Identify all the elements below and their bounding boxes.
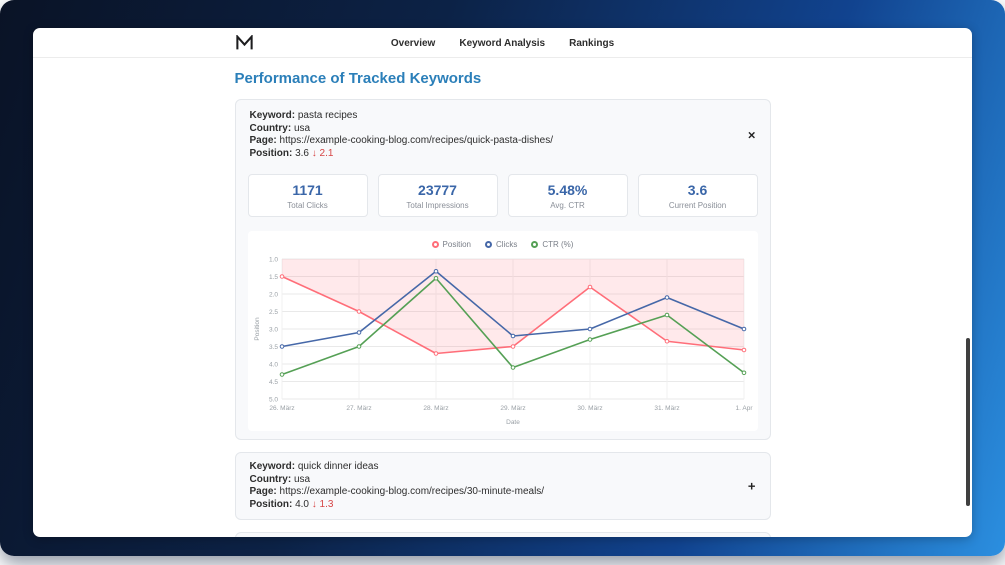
keyword-card-chocolate-cake-recipe: Keyword: chocolate cake recipe <box>234 532 771 537</box>
position-line: Position: 4.0 ↓ 1.3 <box>250 499 732 512</box>
svg-text:30. März: 30. März <box>577 405 602 412</box>
legend-item-clicks[interactable]: Clicks <box>485 240 517 249</box>
keyword-line: Keyword: pasta recipes <box>250 110 732 123</box>
collapse-card-button[interactable]: × <box>747 127 756 143</box>
legend-item-ctr[interactable]: CTR (%) <box>531 240 573 249</box>
position-line: Position: 3.6 ↓ 2.1 <box>250 148 732 161</box>
legend-item-position[interactable]: Position <box>431 239 471 249</box>
country-value: usa <box>293 122 311 134</box>
svg-text:28. März: 28. März <box>423 405 448 412</box>
legend-marker-icon <box>485 240 492 248</box>
svg-text:Position: Position <box>254 317 261 341</box>
nav-keyword-analysis[interactable]: Keyword Analysis <box>459 37 546 49</box>
country-line: Country: usa <box>250 474 732 487</box>
legend-label: CTR (%) <box>542 239 574 249</box>
keyword-line: Keyword: quick dinner ideas <box>250 461 732 474</box>
svg-text:3.0: 3.0 <box>268 326 277 333</box>
stat-total-clicks: 1171 Total Clicks <box>247 174 368 217</box>
keyword-info: Keyword: quick dinner ideas Country: usa… <box>248 459 758 513</box>
nav-overview[interactable]: Overview <box>390 37 436 49</box>
keyword-info: Keyword: pasta recipes Country: usa Page… <box>248 108 758 162</box>
main-nav: Overview Keyword Analysis Rankings <box>33 28 972 58</box>
page-title: Performance of Tracked Keywords <box>234 70 482 87</box>
stat-label: Total Clicks <box>287 201 328 210</box>
svg-text:29. März: 29. März <box>500 405 525 412</box>
stat-total-impressions: 23777 Total Impressions <box>377 174 498 217</box>
country-line: Country: usa <box>250 123 732 136</box>
svg-text:1.0: 1.0 <box>268 256 277 263</box>
stat-value: 23777 <box>418 182 457 198</box>
stat-current-position: 3.6 Current Position <box>637 174 758 217</box>
scrollbar-thumb[interactable] <box>966 338 970 506</box>
stat-label: Current Position <box>668 201 727 210</box>
keyword-label: Keyword: <box>249 461 296 472</box>
stat-value: 1171 <box>292 182 323 198</box>
legend-label: Clicks <box>496 239 518 249</box>
stat-label: Total Impressions <box>406 201 469 210</box>
svg-text:Date: Date <box>506 419 520 426</box>
legend-label: Position <box>442 239 471 249</box>
position-label: Position: <box>249 147 293 159</box>
page-label: Page: <box>249 486 277 497</box>
position-label: Position: <box>249 498 293 510</box>
page-url: https://example-cooking-blog.com/recipes… <box>279 135 553 146</box>
content-column: Performance of Tracked Keywords Keyword:… <box>234 70 771 537</box>
svg-text:4.5: 4.5 <box>268 379 277 386</box>
stat-avg-ctr: 5.48% Avg. CTR <box>507 174 628 217</box>
svg-text:2.0: 2.0 <box>268 291 277 298</box>
svg-text:3.5: 3.5 <box>268 344 277 351</box>
chart-legend: Position Clicks CTR (%) <box>250 237 756 251</box>
stat-label: Avg. CTR <box>550 201 585 210</box>
position-delta: ↓ 2.1 <box>311 147 334 159</box>
performance-line-chart[interactable]: 1.0 1.5 2.0 2.5 3.0 3.5 4.0 4.5 5.0 26. März 27. M… <box>250 253 758 429</box>
keyword-value: quick dinner ideas <box>297 461 379 472</box>
svg-text:1.5: 1.5 <box>268 274 277 281</box>
svg-text:31. März: 31. März <box>654 405 679 412</box>
country-value: usa <box>293 473 311 485</box>
svg-text:2.5: 2.5 <box>268 309 277 316</box>
logo-m-icon[interactable] <box>235 33 254 51</box>
page-label: Page: <box>249 135 277 146</box>
page-url: https://example-cooking-blog.com/recipes… <box>279 486 545 497</box>
position-value: 4.0 <box>295 498 309 510</box>
country-label: Country: <box>249 473 292 485</box>
position-delta: ↓ 1.3 <box>311 498 334 510</box>
country-label: Country: <box>249 122 292 134</box>
app-header: Overview Keyword Analysis Rankings <box>33 28 972 58</box>
page-line: Page: https://example-cooking-blog.com/r… <box>250 135 732 148</box>
nav-rankings[interactable]: Rankings <box>569 37 615 49</box>
keyword-card-quick-dinner-ideas: Keyword: quick dinner ideas Country: usa… <box>234 452 771 520</box>
legend-marker-icon <box>531 240 539 248</box>
keyword-label: Keyword: <box>249 110 296 121</box>
svg-text:27. März: 27. März <box>346 405 371 412</box>
svg-text:5.0: 5.0 <box>268 396 277 403</box>
svg-text:4.0: 4.0 <box>268 361 277 368</box>
keyword-card-pasta-recipes: Keyword: pasta recipes Country: usa Page… <box>234 99 771 440</box>
stat-value: 3.6 <box>687 182 708 198</box>
keyword-value: pasta recipes <box>297 110 358 121</box>
position-value: 3.6 <box>295 147 309 159</box>
chart-panel: Position Clicks CTR (%) 1.0 1.5 2.0 2.5 3.0 3.5… <box>247 231 758 431</box>
legend-marker-icon <box>431 240 439 248</box>
page-line: Page: https://example-cooking-blog.com/r… <box>250 486 732 499</box>
stat-value: 5.48% <box>547 182 588 198</box>
stats-row: 1171 Total Clicks 23777 Total Impression… <box>247 174 758 217</box>
app-page: Overview Keyword Analysis Rankings Perfo… <box>33 28 972 537</box>
svg-text:1. Apr: 1. Apr <box>735 405 753 412</box>
expand-card-button[interactable]: + <box>747 478 756 494</box>
svg-text:26. März: 26. März <box>269 405 294 412</box>
